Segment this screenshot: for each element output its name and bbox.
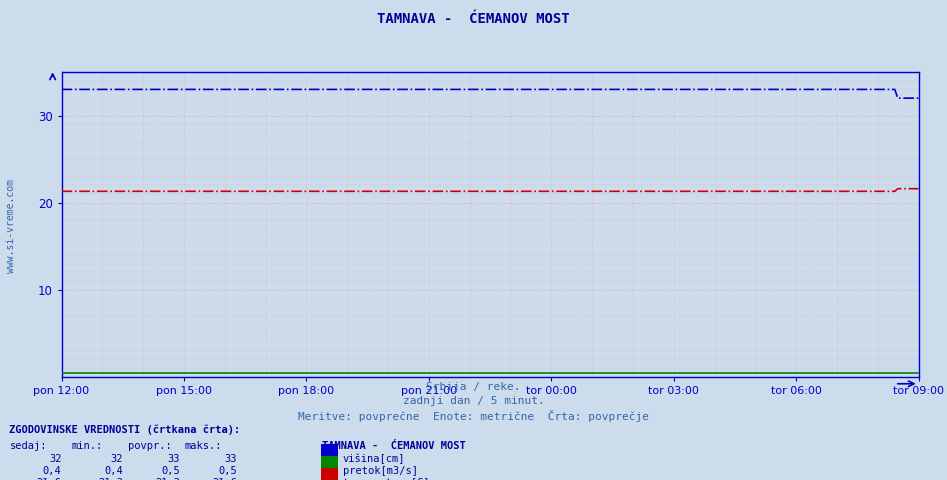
Text: 33: 33: [224, 454, 237, 464]
Text: višina[cm]: višina[cm]: [343, 454, 405, 464]
Text: 21,6: 21,6: [37, 478, 62, 480]
Text: zadnji dan / 5 minut.: zadnji dan / 5 minut.: [402, 396, 545, 406]
Text: Srbija / reke.: Srbija / reke.: [426, 382, 521, 392]
Text: 0,5: 0,5: [161, 466, 180, 476]
Text: temperatura[C]: temperatura[C]: [343, 478, 430, 480]
Text: sedaj:: sedaj:: [9, 441, 47, 451]
Text: 32: 32: [49, 454, 62, 464]
Text: pretok[m3/s]: pretok[m3/s]: [343, 466, 418, 476]
Text: 21,6: 21,6: [212, 478, 237, 480]
Text: 32: 32: [111, 454, 123, 464]
Text: 21,3: 21,3: [98, 478, 123, 480]
Text: maks.:: maks.:: [185, 441, 223, 451]
Text: 0,5: 0,5: [218, 466, 237, 476]
Text: 0,4: 0,4: [43, 466, 62, 476]
Text: www.si-vreme.com: www.si-vreme.com: [7, 179, 16, 273]
Text: ZGODOVINSKE VREDNOSTI (črtkana črta):: ZGODOVINSKE VREDNOSTI (črtkana črta):: [9, 425, 241, 435]
Text: 0,4: 0,4: [104, 466, 123, 476]
Text: Meritve: povprečne  Enote: metrične  Črta: povprečje: Meritve: povprečne Enote: metrične Črta:…: [298, 410, 649, 422]
Text: 33: 33: [168, 454, 180, 464]
Text: povpr.:: povpr.:: [128, 441, 171, 451]
Text: min.:: min.:: [71, 441, 102, 451]
Text: TAMNAVA -  ĆEMANOV MOST: TAMNAVA - ĆEMANOV MOST: [377, 12, 570, 26]
Text: TAMNAVA -  ĆEMANOV MOST: TAMNAVA - ĆEMANOV MOST: [322, 441, 466, 451]
Text: 21,3: 21,3: [155, 478, 180, 480]
